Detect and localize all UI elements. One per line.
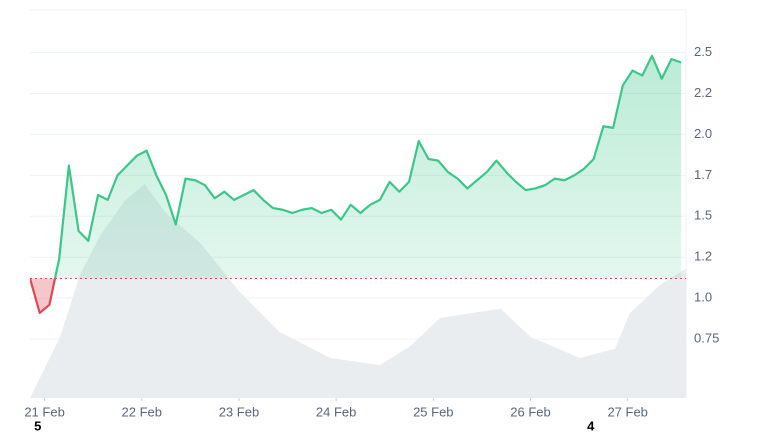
x-tick-label: 21 Feb	[24, 404, 64, 419]
price-line	[30, 54, 682, 279]
x-tick-label: 22 Feb	[122, 404, 162, 419]
y-tick-label: 2.5	[694, 44, 712, 59]
y-tick-label: 2.2	[694, 85, 712, 100]
y-tick-label: 2.0	[694, 126, 712, 141]
y-tick-label: 1.2	[694, 249, 712, 264]
x-tick-label: 25 Feb	[413, 404, 453, 419]
x-tick-label: 27 Feb	[607, 404, 647, 419]
y-tick-label: 0.75	[694, 331, 719, 346]
x-tick-label: 26 Feb	[510, 404, 550, 419]
x-tick-label: 23 Feb	[219, 404, 259, 419]
y-tick-label: 1.7	[694, 167, 712, 182]
annotation: 4	[587, 418, 595, 432]
y-tick-label: 1.5	[694, 208, 712, 223]
y-tick-label: 1.0	[694, 290, 712, 305]
price-area	[30, 55, 682, 279]
x-tick-label: 24 Feb	[316, 404, 356, 419]
annotation: 5	[34, 418, 41, 432]
